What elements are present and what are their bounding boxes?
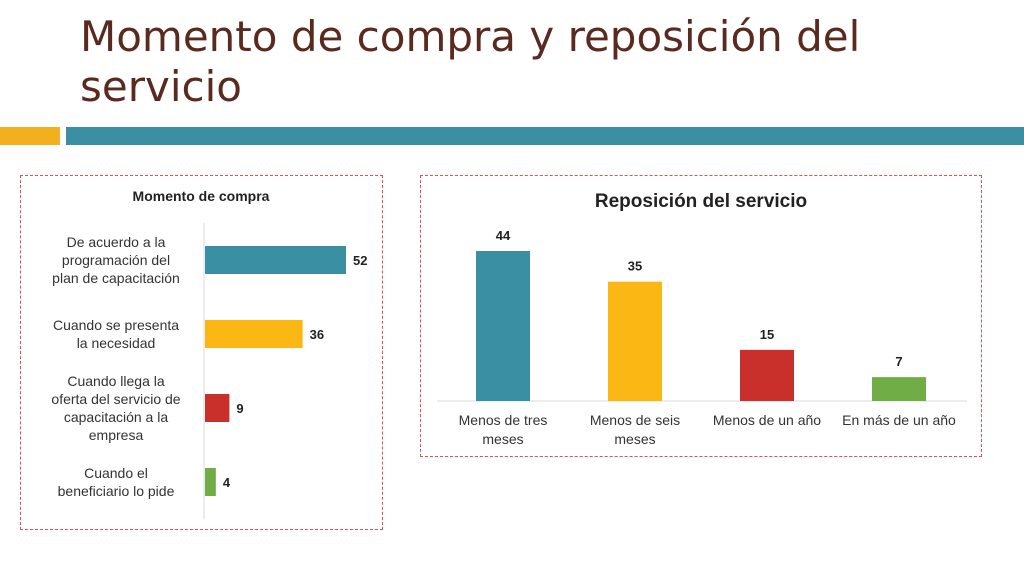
data-label-4: 4 (223, 475, 231, 490)
accent-bar-orange (0, 127, 60, 145)
slide-title: Momento de compra y reposición del servi… (80, 12, 980, 112)
data-label-3: 9 (236, 401, 243, 416)
bar-3 (205, 394, 230, 422)
category-label-3: Cuando llega la oferta del servicio de cap… (51, 373, 180, 443)
data-label-4: 7 (895, 354, 902, 369)
bar-3 (740, 349, 794, 401)
category-label-2: Cuando se presenta la necesidad (53, 317, 179, 351)
category-label-1: De acuerdo a la programación del plan de c… (52, 234, 180, 286)
category-label-4: Cuando el beneficiario lo pide (58, 465, 175, 499)
chart-title: Reposición del servicio (595, 191, 807, 212)
slide-title-line-1: Momento de compra y reposición del (80, 12, 861, 61)
chart-reposicion-servicio: Reposición del servicio 44 Menos de tres me… (437, 191, 967, 447)
chart-panel-reposicion-servicio: Reposición del servicio 44 Menos de tres me… (420, 175, 982, 457)
category-label-2: Menos de seis meses (590, 412, 680, 447)
category-label-4: En más de un año (842, 412, 956, 428)
bar-4 (205, 468, 216, 496)
accent-bar-teal (66, 127, 1024, 145)
chart-momento-compra: Momento de compra 52 De acuerdo a la progra… (51, 188, 367, 519)
bar-4 (872, 377, 926, 401)
chart-panel-momento-compra: Momento de compra 52 De acuerdo a la progra… (20, 175, 383, 530)
category-label-3: Menos de un año (713, 412, 821, 428)
slide-title-line-2: servicio (80, 62, 242, 111)
data-label-3: 15 (760, 327, 774, 342)
chart-title: Momento de compra (133, 188, 270, 204)
bar-1 (205, 246, 346, 274)
data-label-2: 35 (628, 259, 642, 274)
category-label-1: Menos de tres meses (459, 412, 548, 447)
data-label-1: 44 (496, 228, 511, 243)
bar-2 (608, 281, 662, 401)
bar-2 (205, 320, 303, 348)
bar-1 (476, 251, 530, 401)
data-label-2: 36 (310, 327, 324, 342)
data-label-1: 52 (353, 253, 367, 268)
